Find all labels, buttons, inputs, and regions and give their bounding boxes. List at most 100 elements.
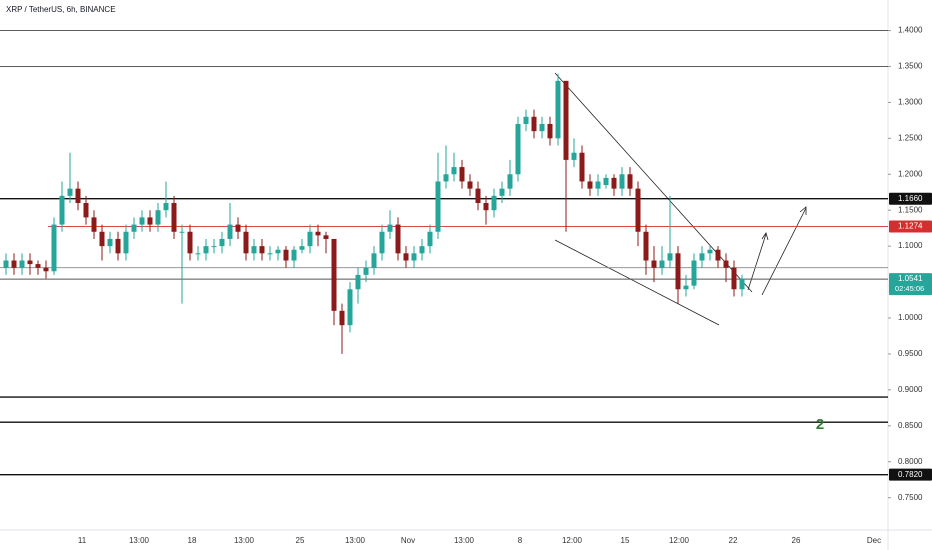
candle-body	[307, 231, 313, 247]
x-tick-label: 13:00	[234, 536, 255, 545]
candle-body	[675, 253, 681, 290]
candle-body	[179, 231, 185, 233]
price-label-box	[889, 220, 932, 233]
candle-body	[43, 267, 49, 272]
price-label: 1.1660	[898, 194, 923, 203]
candle-body	[99, 231, 105, 247]
x-tick-label: 8	[518, 536, 523, 545]
candle-body	[715, 249, 721, 261]
candle-body	[627, 174, 633, 189]
candle-body	[323, 235, 329, 239]
candle-body	[731, 267, 737, 290]
candle-body	[27, 260, 33, 265]
candle-body	[635, 188, 641, 232]
arrow-head	[761, 232, 769, 241]
candle-body	[723, 260, 729, 268]
candle-body	[187, 231, 193, 254]
candle-body	[459, 167, 465, 182]
candle-body	[51, 224, 57, 272]
price-label: 0.7820	[898, 470, 923, 479]
candle-body	[115, 238, 121, 254]
candle-body	[147, 217, 153, 225]
candle-body	[355, 274, 361, 290]
candle-body	[283, 249, 289, 261]
candle-body	[91, 217, 97, 232]
drawings	[554, 72, 807, 326]
candle-body	[419, 246, 425, 254]
y-tick-label: 0.8500	[898, 421, 923, 430]
candle-body	[171, 203, 177, 232]
candle-body	[395, 224, 401, 254]
x-tick-label: 13:00	[345, 536, 366, 545]
candle-body	[571, 152, 577, 160]
y-tick-label: 1.4000	[898, 26, 923, 35]
candle-body	[499, 188, 505, 196]
candle-body	[403, 253, 409, 261]
x-tick-label: 13:00	[129, 536, 150, 545]
candle-body	[11, 260, 17, 268]
candle-body	[707, 249, 713, 254]
candle-body	[667, 253, 673, 261]
arrow-path	[761, 207, 807, 296]
arrow-path	[747, 233, 767, 291]
candle-body	[235, 224, 241, 232]
candle-body	[443, 174, 449, 182]
y-tick-label: 1.3500	[898, 62, 923, 71]
candle-body	[387, 224, 393, 232]
candle-body	[67, 188, 73, 196]
price-label: 1.0541	[898, 274, 923, 283]
candle-body	[243, 231, 249, 254]
candle-body	[531, 116, 537, 132]
x-tick-label: Dec	[867, 536, 881, 545]
x-tick-label: 22	[729, 536, 738, 545]
y-tick-label: 1.2000	[898, 169, 923, 178]
x-tick-label: 26	[792, 536, 801, 545]
candle-body	[267, 253, 273, 255]
price-label-box	[889, 192, 932, 205]
candle-body	[259, 246, 265, 254]
wedge-lower	[554, 239, 720, 326]
y-tick-label: 0.7500	[898, 493, 923, 502]
x-tick-label: 13:00	[454, 536, 475, 545]
y-tick-label: 1.1500	[898, 205, 923, 214]
candle-body	[211, 246, 217, 248]
candle-body	[611, 177, 617, 189]
candle-body	[107, 238, 113, 247]
candle-body	[467, 181, 473, 189]
candle-body	[619, 174, 625, 189]
candle-body	[451, 167, 457, 175]
candle-body	[595, 181, 601, 189]
candle-body	[651, 260, 657, 268]
candle-body	[315, 231, 321, 236]
candle-body	[139, 217, 145, 225]
candle-body	[515, 123, 521, 175]
candle-body	[587, 181, 593, 189]
candle-body	[299, 246, 305, 250]
price-axis: 1.4000 1.3500 1.3000 1.2500 1.2000 1.1500 1.10…	[78, 26, 932, 545]
candle-body	[739, 279, 745, 290]
y-tick-label: 1.3000	[898, 98, 923, 107]
candle-body	[427, 231, 433, 247]
candle-body	[579, 152, 585, 182]
candle-body	[227, 224, 233, 239]
candle-body	[131, 224, 137, 232]
y-tick-label: 0.8000	[898, 457, 923, 466]
candle-body	[59, 195, 65, 225]
candle-body	[75, 188, 81, 204]
candle-body	[3, 260, 9, 268]
candle-body	[291, 249, 297, 261]
candle-body	[371, 253, 377, 268]
candle-body	[563, 80, 569, 160]
candle-body	[491, 195, 497, 211]
price-label: 1.1274	[898, 222, 923, 231]
candle-body	[507, 174, 513, 189]
candle-body	[275, 249, 281, 254]
x-tick-label: 18	[188, 536, 197, 545]
x-tick-label: 12:00	[562, 536, 583, 545]
candle-body	[643, 231, 649, 261]
x-tick-label: 15	[621, 536, 630, 545]
annotation: 2	[816, 416, 824, 433]
